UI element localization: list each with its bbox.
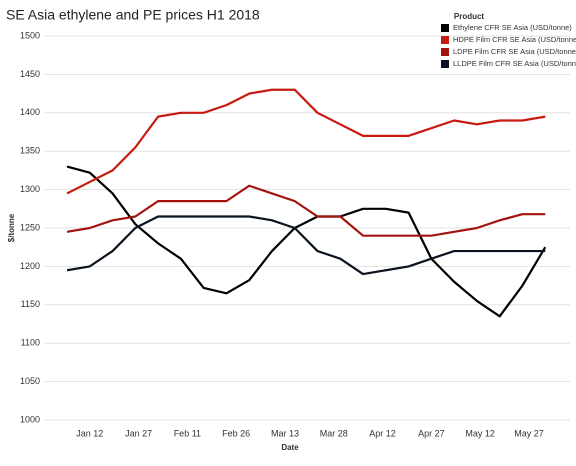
y-tick-label: 1500 bbox=[20, 30, 40, 40]
x-tick-label: Jan 12 bbox=[76, 428, 103, 438]
series-line bbox=[66, 184, 546, 237]
x-tick-label: Jan 27 bbox=[125, 428, 152, 438]
legend-swatch bbox=[441, 36, 449, 44]
y-tick-label: 1350 bbox=[20, 146, 40, 156]
y-tick-label: 1400 bbox=[20, 107, 40, 117]
chart-title: SE Asia ethylene and PE prices H1 2018 bbox=[6, 7, 260, 23]
y-tick-label: 1300 bbox=[20, 184, 40, 194]
x-tick-label: May 27 bbox=[514, 428, 544, 438]
y-tick-label: 1250 bbox=[20, 222, 40, 232]
y-tick-label: 1000 bbox=[20, 414, 40, 424]
y-tick-label: 1100 bbox=[21, 338, 40, 348]
series-line bbox=[66, 165, 547, 318]
x-tick-label: May 12 bbox=[465, 428, 495, 438]
series-line bbox=[66, 215, 546, 276]
legend-swatch bbox=[441, 24, 449, 32]
legend-label: LLDPE Film CFR SE Asia (USD/tonne) bbox=[453, 59, 576, 68]
x-tick-label: Feb 11 bbox=[174, 428, 201, 438]
legend-label: Ethylene CFR SE Asia (USD/tonne) bbox=[453, 23, 572, 32]
x-tick-label: Mar 13 bbox=[271, 428, 299, 438]
x-tick-label: Feb 26 bbox=[222, 428, 250, 438]
y-tick-label: 1450 bbox=[20, 69, 40, 79]
y-tick-label: 1050 bbox=[20, 376, 40, 386]
legend-label: LDPE Film CFR SE Asia (USD/tonne) bbox=[453, 47, 576, 56]
y-tick-label: 1150 bbox=[21, 299, 40, 309]
legend-label: HDPE Film CFR SE Asia (USD/tonne) bbox=[453, 35, 576, 44]
legend-title: Product bbox=[454, 12, 485, 21]
x-tick-label: Apr 27 bbox=[418, 428, 445, 438]
series-line bbox=[66, 88, 546, 195]
legend-swatch bbox=[441, 60, 449, 68]
x-tick-label: Apr 12 bbox=[369, 428, 396, 438]
x-axis-label: Date bbox=[281, 443, 299, 452]
x-tick-label: Mar 28 bbox=[320, 428, 348, 438]
legend-swatch bbox=[441, 48, 449, 56]
y-axis-label: $/tonne bbox=[7, 213, 16, 242]
y-tick-label: 1200 bbox=[20, 261, 40, 271]
